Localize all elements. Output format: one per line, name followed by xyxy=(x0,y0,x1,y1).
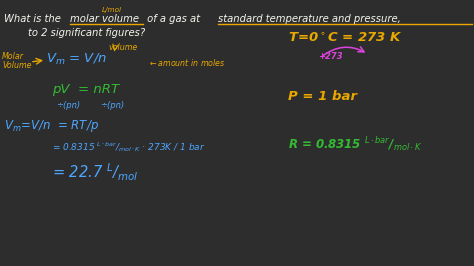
Text: $\leftarrow$amount in moles: $\leftarrow$amount in moles xyxy=(148,57,226,68)
Text: pV  = nRT: pV = nRT xyxy=(52,83,119,96)
Text: Volume: Volume xyxy=(2,61,31,70)
Text: molar volume: molar volume xyxy=(70,14,139,24)
Text: $V_m$ = V/n: $V_m$ = V/n xyxy=(46,52,107,67)
Text: = 22.7 $^L$/$_{mol}$: = 22.7 $^L$/$_{mol}$ xyxy=(52,162,138,183)
Text: volume: volume xyxy=(108,43,137,52)
Text: R = 0.8315 $^{L \cdot bar}$/$_{mol \cdot K}$: R = 0.8315 $^{L \cdot bar}$/$_{mol \cdot… xyxy=(288,135,422,153)
Text: standard temperature and pressure,: standard temperature and pressure, xyxy=(218,14,401,24)
Text: ÷(pn): ÷(pn) xyxy=(56,101,80,110)
Text: of a gas at: of a gas at xyxy=(144,14,203,24)
Text: T=0$^\circ$C = 273 K: T=0$^\circ$C = 273 K xyxy=(288,32,403,45)
Text: +273: +273 xyxy=(318,52,343,61)
Text: ÷(pn): ÷(pn) xyxy=(100,101,124,110)
Text: P = 1 bar: P = 1 bar xyxy=(288,90,357,103)
Text: L/mol: L/mol xyxy=(102,7,122,13)
Text: = 0.8315 $^{L \cdot bar}$/$_{mol \cdot K}$ · 273K / 1 bar: = 0.8315 $^{L \cdot bar}$/$_{mol \cdot K… xyxy=(52,140,206,154)
Text: What is the: What is the xyxy=(4,14,64,24)
Text: to 2 significant figures?: to 2 significant figures? xyxy=(28,28,145,38)
Text: $V_m$=V/n  = RT/p: $V_m$=V/n = RT/p xyxy=(4,118,99,134)
Text: Molar: Molar xyxy=(2,52,24,61)
